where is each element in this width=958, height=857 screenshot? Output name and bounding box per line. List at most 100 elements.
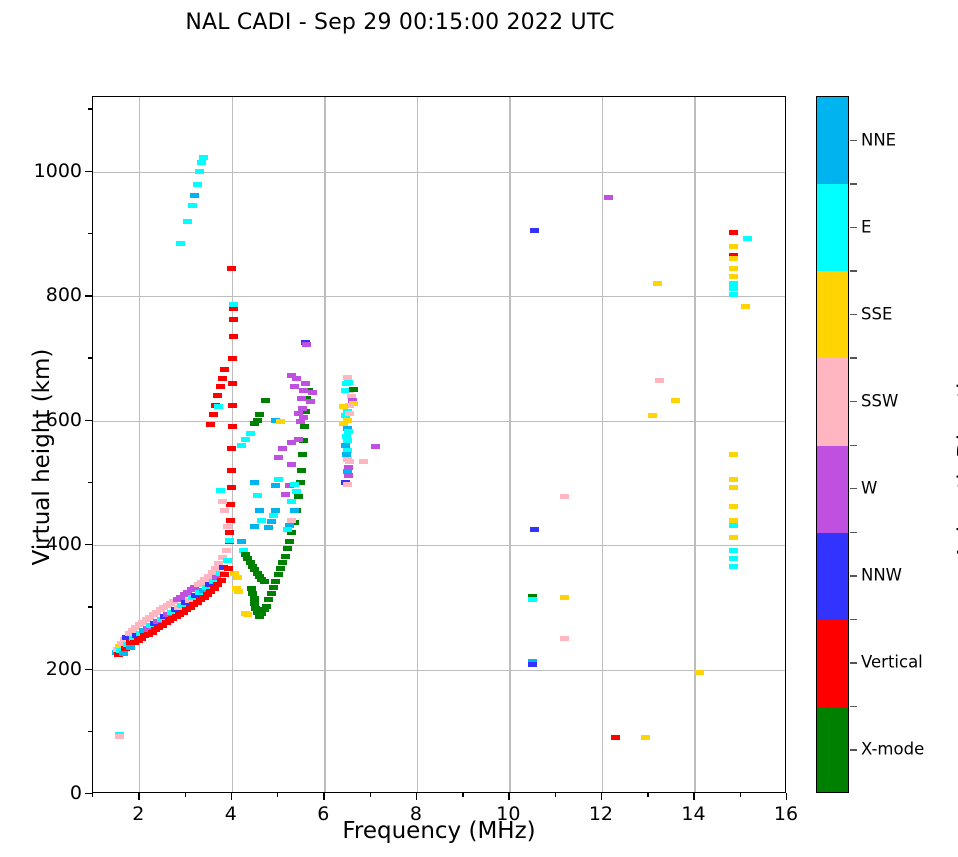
y-tick-major <box>85 793 92 795</box>
data-point <box>250 421 260 427</box>
data-point <box>231 586 241 592</box>
x-tick-major <box>508 793 510 800</box>
data-point <box>729 286 739 292</box>
data-point <box>117 640 127 646</box>
data-point <box>228 317 238 323</box>
data-point <box>282 527 292 532</box>
data-point <box>340 413 350 419</box>
data-point <box>214 561 224 567</box>
y-tick-label: 0 <box>69 782 82 804</box>
data-point <box>299 414 308 420</box>
data-point <box>190 192 200 198</box>
data-point <box>345 402 355 408</box>
gridline-vertical <box>416 97 419 792</box>
colorbar-segment-w[interactable] <box>817 445 848 533</box>
colorbar <box>816 96 849 793</box>
data-point <box>224 537 234 543</box>
data-point <box>206 589 216 595</box>
data-point <box>225 530 235 536</box>
data-point <box>201 584 211 590</box>
data-point <box>250 567 260 573</box>
data-point <box>213 582 223 588</box>
data-point <box>302 342 312 348</box>
data-point <box>125 639 135 645</box>
data-point <box>342 469 352 475</box>
data-point <box>197 579 207 585</box>
data-point <box>228 306 238 312</box>
data-point <box>121 634 131 640</box>
data-point <box>743 235 753 241</box>
data-point <box>220 572 230 578</box>
data-point <box>178 609 188 615</box>
data-point <box>232 574 242 580</box>
data-point <box>292 489 302 495</box>
data-point <box>729 230 739 236</box>
data-point <box>694 669 704 675</box>
data-point <box>236 443 246 448</box>
data-point <box>342 438 352 444</box>
x-tick-major <box>786 793 788 800</box>
x-tick-minor <box>554 793 557 797</box>
data-point <box>302 396 312 402</box>
data-point <box>245 430 255 436</box>
data-point <box>218 555 228 561</box>
y-axis-title: Virtual height (km) <box>29 348 55 566</box>
x-tick-minor <box>369 793 371 797</box>
data-point <box>266 591 276 597</box>
data-point <box>176 240 186 246</box>
data-point <box>268 584 278 590</box>
data-point <box>146 623 156 629</box>
data-point <box>340 443 350 448</box>
data-point <box>560 494 570 500</box>
data-point <box>299 388 308 394</box>
data-point <box>198 155 208 161</box>
data-point <box>260 398 270 404</box>
x-tick-minor <box>462 793 464 797</box>
data-point <box>115 734 125 740</box>
data-points-layer <box>93 97 785 792</box>
data-point <box>243 556 253 562</box>
data-point <box>301 408 311 414</box>
colorbar-segment-ssw[interactable] <box>817 358 848 446</box>
data-point <box>278 446 288 452</box>
colorbar-segment-vertical[interactable] <box>817 619 848 707</box>
y-tick-minor <box>88 357 92 359</box>
data-point <box>222 523 232 529</box>
colorbar-segment-sse[interactable] <box>817 271 848 359</box>
data-point <box>228 302 238 308</box>
data-point <box>671 398 681 404</box>
data-point <box>221 547 231 553</box>
data-point <box>259 578 269 584</box>
data-point <box>214 404 224 410</box>
data-point <box>295 480 305 486</box>
data-point <box>187 203 197 209</box>
x-tick-label: 6 <box>317 803 330 825</box>
data-point <box>285 538 295 544</box>
data-point <box>343 429 353 435</box>
data-point <box>115 644 125 649</box>
data-point <box>286 373 296 379</box>
colorbar-segment-e[interactable] <box>817 184 848 272</box>
data-point <box>200 576 210 582</box>
colorbar-segment-nnw[interactable] <box>817 532 848 620</box>
data-point <box>345 458 355 464</box>
gridline-vertical <box>601 97 604 792</box>
data-point <box>271 483 281 489</box>
data-point <box>227 467 237 473</box>
data-point <box>271 508 281 514</box>
colorbar-segment-x-mode[interactable] <box>817 706 848 792</box>
data-point <box>308 390 318 396</box>
data-point <box>280 553 290 559</box>
data-point <box>273 572 283 578</box>
colorbar-segment-nne[interactable] <box>817 97 848 185</box>
data-point <box>120 645 130 651</box>
data-point <box>248 591 258 597</box>
data-point <box>241 551 251 557</box>
colorbar-label-sse: SSE <box>861 304 893 324</box>
data-point <box>197 159 207 165</box>
gridline-horizontal <box>93 420 785 422</box>
data-point <box>152 609 162 615</box>
y-tick-minor <box>88 606 92 608</box>
data-point <box>652 281 662 287</box>
gridline-horizontal <box>93 545 785 547</box>
